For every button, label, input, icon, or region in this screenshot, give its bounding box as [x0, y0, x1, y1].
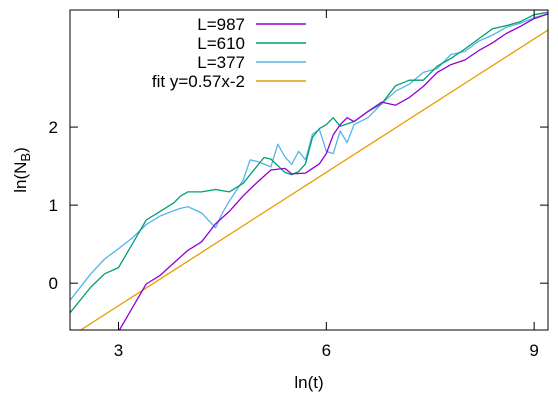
series-line-1 [70, 11, 548, 314]
y-tick-label: 1 [49, 196, 58, 215]
series-line-0 [70, 13, 548, 330]
legend-label-2: L=377 [197, 53, 245, 72]
legend-label-0: L=987 [197, 15, 245, 34]
legend-label-3: fit y=0.57x-2 [152, 72, 245, 91]
legend-label-1: L=610 [197, 34, 245, 53]
y-axis-title: ln(NB) [11, 147, 33, 193]
y-tick-label: 2 [49, 118, 58, 137]
x-tick-label: 9 [529, 341, 538, 360]
y-tick-label: 0 [49, 274, 58, 293]
x-axis-title: ln(t) [294, 373, 323, 392]
series-line-2 [70, 13, 548, 301]
axis-ticks: 3 6 9 0 1 2 [49, 10, 548, 360]
x-tick-label: 3 [114, 341, 123, 360]
plot-frame [69, 9, 549, 331]
series-lines [70, 11, 548, 330]
x-tick-label: 6 [322, 341, 331, 360]
series-line-3 [79, 29, 548, 330]
